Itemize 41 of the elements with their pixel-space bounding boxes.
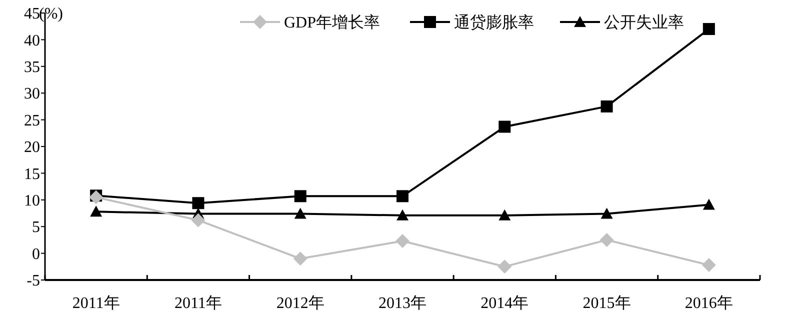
point — [600, 232, 614, 247]
point — [191, 213, 206, 228]
x-tick-label: 2015年 — [582, 295, 631, 312]
y-tick-label: 0 — [32, 246, 40, 263]
legend-label: 公开失业率 — [604, 14, 684, 32]
point — [702, 258, 716, 272]
x-tick-label: 2012年 — [276, 295, 324, 312]
y-tick-label: 30 — [24, 86, 40, 103]
point — [89, 190, 104, 204]
y-axis-title: (%) — [39, 6, 63, 23]
x-tick-label: 2014年 — [480, 295, 529, 312]
point — [396, 234, 410, 248]
y-tick-label: 40 — [24, 32, 40, 50]
y-tick-label: -5 — [26, 272, 40, 290]
point — [294, 190, 306, 202]
point — [498, 260, 512, 274]
x-tick-label: 2011年 — [174, 295, 222, 312]
point — [498, 120, 511, 133]
point — [396, 209, 408, 220]
point — [702, 198, 715, 210]
y-tick-label: 35 — [24, 59, 40, 76]
y-tick-label: 25 — [24, 112, 40, 130]
y-tick-label: 20 — [24, 139, 40, 156]
point — [396, 190, 408, 202]
legend-label: GDP年增长率 — [284, 14, 380, 32]
point — [192, 197, 204, 210]
point — [600, 208, 613, 219]
point — [293, 252, 308, 266]
legend-label: 通贷膨胀率 — [454, 14, 534, 32]
x-tick-label: 2011年 — [72, 295, 120, 312]
point — [90, 206, 102, 217]
x-tick-label: 2016年 — [684, 295, 733, 312]
point — [702, 23, 715, 36]
point — [294, 208, 306, 219]
point — [498, 209, 511, 220]
x-tick-label: 2013年 — [378, 295, 426, 312]
y-tick-label: 5 — [32, 219, 40, 236]
y-tick-label: 45 — [24, 6, 40, 23]
point — [600, 100, 613, 112]
y-tick-label: 15 — [24, 166, 40, 183]
y-tick-label: 10 — [24, 192, 40, 210]
